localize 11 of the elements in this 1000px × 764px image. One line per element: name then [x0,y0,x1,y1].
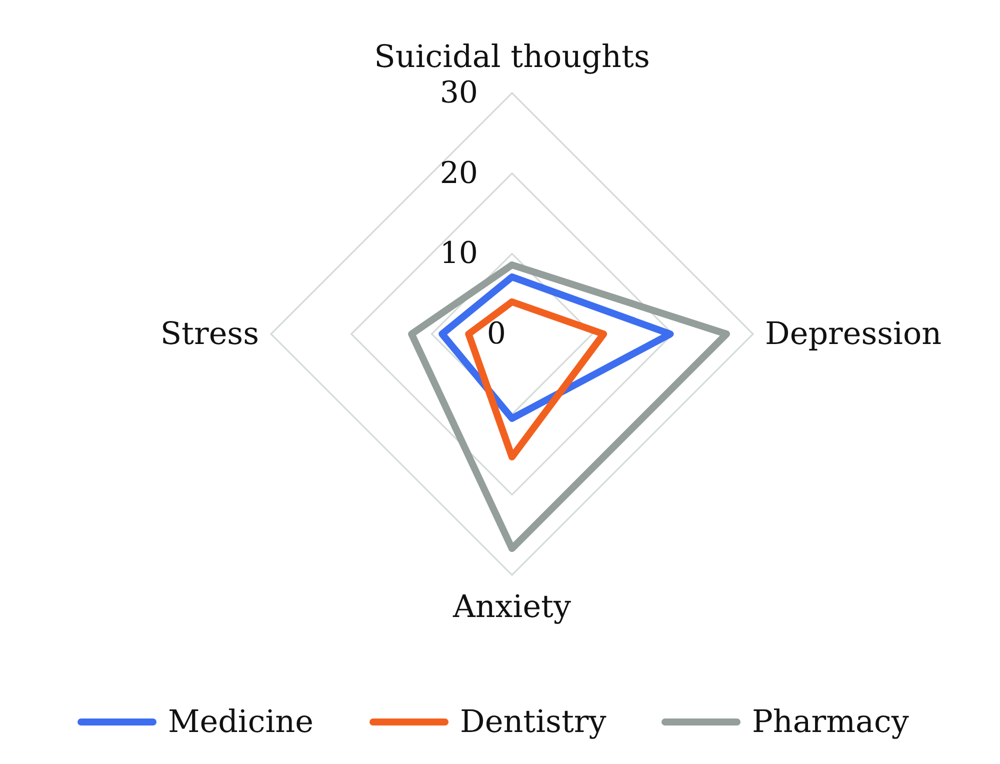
spoke-label: Stress [160,316,259,352]
y-tick-label: 10 [440,236,478,272]
y-tick-label: 30 [440,76,478,110]
legend-label: Pharmacy [752,704,910,740]
spoke-label: Anxiety [452,589,572,625]
legend-label: Medicine [168,704,314,740]
y-tick-label: 20 [440,156,478,191]
y-tick-label: 0 [486,316,506,352]
legend-label: Dentistry [460,704,607,740]
spoke-label: Suicidal thoughts [374,39,650,75]
spoke-label: Depression [765,316,942,352]
